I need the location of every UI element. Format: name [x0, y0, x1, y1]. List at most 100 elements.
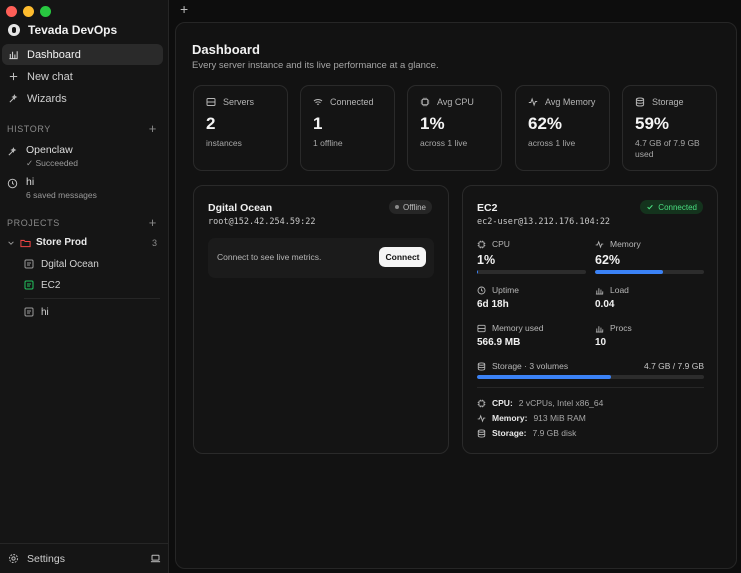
settings-button[interactable]: Settings [27, 552, 65, 565]
metric-label: CPU [492, 239, 510, 249]
document-icon [24, 259, 34, 269]
stat-label: Servers [223, 97, 255, 107]
stat-card-avg-cpu: Avg CPU 1% across 1 live [407, 85, 502, 171]
project-count: 3 [151, 237, 157, 248]
laptop-icon[interactable] [150, 553, 161, 564]
divider [477, 387, 704, 388]
cpu-progress-fill [477, 270, 479, 274]
server-card-dgital-ocean[interactable]: Dgital Ocean root@152.42.254.59:22 Offli… [193, 185, 449, 454]
metric-label: Procs [610, 323, 632, 333]
clock-icon [7, 178, 18, 189]
storage-value: 4.7 GB / 7.9 GB [643, 361, 704, 371]
close-window-button[interactable] [6, 6, 17, 17]
spec-key: Memory: [492, 413, 528, 423]
check-icon [647, 204, 654, 210]
stat-subtext: instances [206, 138, 242, 148]
metric-label: Memory used [492, 323, 544, 333]
app-brand: Tevada DevOps [8, 23, 117, 37]
document-icon [24, 280, 34, 290]
stat-label: Storage [652, 97, 684, 107]
bar-chart-icon [595, 287, 604, 295]
stat-label: Avg CPU [437, 97, 474, 107]
nav-item-wizards[interactable]: Wizards [2, 88, 163, 109]
stat-value: 62% [528, 114, 563, 133]
project-child-ec2[interactable]: EC2 [24, 275, 160, 295]
server-host: ec2-user@13.212.176.104:22 [477, 217, 611, 227]
memory-progress-bar [595, 270, 704, 274]
page-title: Dashboard [192, 42, 260, 57]
activity-icon [477, 413, 486, 423]
storage-label: Storage · 3 volumes [492, 361, 569, 371]
stat-subtext: 1 offline [313, 138, 343, 148]
history-item-hi[interactable]: hi 6 saved messages [7, 176, 162, 200]
spec-key: Storage: [492, 428, 527, 438]
stat-card-storage: Storage 59% 4.7 GB of 7.9 GB used [622, 85, 717, 171]
server-card-ec2[interactable]: EC2 ec2-user@13.212.176.104:22 Connected… [462, 185, 718, 454]
metric-label: Load [610, 285, 629, 295]
history-heading: HISTORY [7, 124, 51, 134]
app-logo-icon [8, 24, 20, 36]
connect-button[interactable]: Connect [379, 247, 426, 267]
storage-progress-bar [477, 375, 704, 379]
wand-icon [9, 94, 18, 103]
metric-memory: Memory 62% [595, 239, 704, 274]
project-child-label: Dgital Ocean [41, 258, 99, 270]
clock-icon [477, 286, 486, 294]
nav-item-dashboard[interactable]: Dashboard [2, 44, 163, 65]
stat-subtext: 4.7 GB of 7.9 GB used [635, 138, 700, 159]
cpu-progress-bar [477, 270, 586, 274]
project-child-dgital-ocean[interactable]: Dgital Ocean [24, 254, 160, 274]
history-item-title: hi [26, 176, 35, 188]
metric-value: 6d 18h [477, 299, 509, 310]
server-host: root@152.42.254.59:22 [208, 217, 316, 227]
project-child-label: hi [41, 306, 49, 318]
wifi-icon [313, 99, 323, 105]
history-section-header: HISTORY + [7, 121, 157, 136]
metric-memory-used: Memory used 566.9 MB [477, 323, 586, 348]
cpu-icon [420, 97, 430, 107]
history-item-status: ✓ Succeeded [26, 158, 79, 168]
project-child-label: EC2 [41, 279, 61, 291]
settings-bar: Settings [0, 543, 169, 573]
stat-card-avg-memory: Avg Memory 62% across 1 live [515, 85, 610, 171]
dashboard-panel: Dashboard Every server instance and its … [175, 22, 737, 569]
add-project-button[interactable]: + [148, 215, 157, 230]
metric-procs: Procs 10 [595, 323, 704, 348]
page-subtitle: Every server instance and its live perfo… [192, 60, 439, 71]
metric-value: 62% [595, 253, 621, 267]
minimize-window-button[interactable] [23, 6, 34, 17]
spec-value: 7.9 GB disk [532, 428, 577, 438]
connect-prompt: Connect to see live metrics. Connect [208, 238, 434, 278]
project-store-prod[interactable]: Store Prod 3 [7, 237, 157, 248]
stat-label: Connected [330, 97, 374, 107]
metric-value: 1% [477, 253, 496, 267]
project-child-hi[interactable]: hi [24, 302, 160, 322]
metric-value: 0.04 [595, 299, 615, 310]
server-icon [477, 324, 486, 332]
metric-value: 10 [595, 337, 607, 348]
sidebar: Tevada DevOps Dashboard New chat Wizards… [0, 0, 169, 573]
cpu-icon [477, 240, 486, 248]
window-controls [6, 6, 51, 17]
zoom-window-button[interactable] [40, 6, 51, 17]
storage-progress-fill [477, 375, 611, 379]
metric-label: Memory [610, 239, 641, 249]
stat-subtext: across 1 live [420, 138, 468, 148]
server-icon [206, 98, 216, 106]
activity-icon [528, 97, 538, 107]
metric-label: Uptime [492, 285, 519, 295]
projects-section-header: PROJECTS + [7, 215, 157, 230]
connect-message: Connect to see live metrics. [217, 252, 322, 262]
add-history-button[interactable]: + [148, 121, 157, 136]
spec-key: CPU: [492, 398, 513, 408]
new-tab-button[interactable]: + [180, 1, 189, 17]
spec-value: 2 vCPUs, Intel x86_64 [518, 398, 604, 408]
nav-item-new-chat[interactable]: New chat [2, 66, 163, 87]
server-name: Dgital Ocean [208, 202, 273, 214]
history-item-openclaw[interactable]: Openclaw ✓ Succeeded [7, 144, 162, 169]
document-icon [24, 307, 34, 317]
stat-value: 2 [206, 114, 216, 133]
storage-usage: Storage · 3 volumes 4.7 GB / 7.9 GB [477, 361, 704, 379]
database-icon [477, 428, 486, 438]
status-text: Offline [403, 202, 426, 212]
